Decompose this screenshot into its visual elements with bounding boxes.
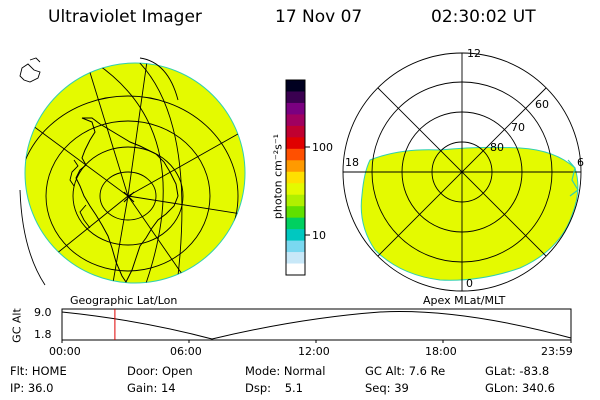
continent-fragment (19, 57, 41, 83)
colorbar-swatch (286, 194, 305, 207)
altitude-ytick-high: 9.0 (34, 306, 52, 319)
colorbar-swatch (286, 252, 305, 265)
colorbar-label: photon cm⁻²s⁻¹ (271, 133, 285, 220)
meridian-line (127, 63, 151, 197)
info-label: Seq: (365, 381, 391, 395)
info-value: -83.8 (519, 364, 550, 378)
info-value: 36.0 (27, 381, 54, 395)
colorbar-swatch (286, 183, 305, 196)
meridian-line (127, 129, 245, 197)
colorbar-swatch (286, 148, 305, 161)
mlat-label-70: 70 (511, 121, 525, 134)
info-label: Dsp: (245, 381, 272, 395)
auroral-fragment (567, 159, 579, 197)
colorbar-swatch (286, 125, 305, 138)
colorbar-swatch (286, 137, 305, 150)
info-flight: Flt: HOME (10, 364, 67, 378)
altitude-curve (61, 311, 572, 340)
info-value: 7.6 Re (408, 364, 446, 378)
geographic-caption: Geographic Lat/Lon (70, 294, 178, 307)
info-value: HOME (31, 364, 67, 378)
info-value: 340.6 (521, 381, 555, 395)
info-glon: GLon: 340.6 (485, 381, 555, 395)
colorbar-swatch (286, 102, 305, 115)
info-value: 39 (394, 381, 409, 395)
outer-arc (19, 189, 46, 286)
colorbar-swatch (286, 263, 305, 276)
altitude-xtick-12: 12:00 (298, 345, 330, 358)
info-gc-alt: GC Alt: 7.6 Re (365, 364, 445, 378)
lat-circle (99, 171, 157, 221)
colorbar-swatch (286, 217, 305, 230)
info-value: 5.1 (284, 381, 303, 395)
altitude-xtick-0: 00:00 (49, 345, 81, 358)
colorbar-swatch (286, 171, 305, 184)
antarctica-coastline (75, 117, 179, 283)
mlat-label-80: 80 (490, 141, 504, 154)
info-label: GC Alt: (365, 364, 406, 378)
info-value: Normal (283, 364, 326, 378)
auroral-image-magnetic (360, 146, 579, 281)
magnetic-caption: Apex MLat/MLT (423, 294, 506, 307)
info-label: Door: (127, 364, 159, 378)
meridian-line (25, 119, 129, 197)
meridian-arc (134, 63, 183, 283)
colorbar-swatch (286, 80, 305, 92)
altitude-xtick-18: 18:00 (425, 345, 457, 358)
time-label: 02:30:02 UT (431, 7, 536, 27)
info-label: Mode: (245, 364, 281, 378)
colorbar-tick-10: 10 (312, 229, 326, 242)
colorbar-swatch (286, 206, 305, 219)
mlt-label-6: 6 (577, 156, 584, 169)
info-label: GLat: (485, 364, 516, 378)
coastline-detail (79, 204, 91, 229)
intensity-colorbar (285, 79, 310, 276)
altitude-plot (61, 308, 572, 343)
altitude-ylabel: GC Alt (10, 308, 24, 343)
info-glat: GLat: -83.8 (485, 364, 549, 378)
mlat-label-60: 60 (535, 98, 549, 111)
colorbar-swatch (286, 160, 305, 173)
info-mode: Mode: Normal (245, 364, 325, 378)
mlt-label-12: 12 (467, 47, 481, 60)
magnetic-map (342, 52, 582, 292)
info-ip: IP: 36.0 (10, 381, 53, 395)
info-label: IP: (10, 381, 25, 395)
info-label: Flt: (10, 364, 29, 378)
info-seq: Seq: 39 (365, 381, 409, 395)
date-label: 17 Nov 07 (275, 7, 363, 27)
colorbar-swatch (286, 229, 305, 242)
info-door: Door: Open (127, 364, 193, 378)
meridian-arc (87, 63, 164, 283)
lat-circle (72, 146, 184, 246)
mlt-line (377, 87, 547, 257)
subsatellite-marker (123, 191, 135, 203)
colorbar-tick-100: 100 (312, 141, 333, 154)
lat-circle (45, 120, 211, 272)
altitude-ytick-low: 1.8 (34, 328, 52, 341)
info-value: Open (161, 364, 193, 378)
info-gain: Gain: 14 (127, 381, 176, 395)
info-label: Gain: (127, 381, 158, 395)
altitude-xtick-6: 06:00 (170, 345, 202, 358)
coastline-detail (69, 159, 79, 187)
colorbar-swatch (286, 91, 305, 104)
info-dsp: Dsp: 5.1 (245, 381, 303, 395)
colorbar-swatch (286, 240, 305, 253)
info-label: GLon: (485, 381, 519, 395)
mlt-label-18: 18 (345, 156, 359, 169)
outer-arc (139, 57, 179, 101)
instrument-title: Ultraviolet Imager (48, 7, 202, 27)
mlt-label-0: 0 (466, 277, 473, 290)
colorbar-swatch (286, 114, 305, 127)
info-value: 14 (160, 381, 176, 395)
geographic-map (19, 57, 246, 286)
meridian-line (127, 195, 245, 216)
lat-circle (25, 95, 239, 283)
altitude-xtick-24: 23:59 (541, 345, 573, 358)
